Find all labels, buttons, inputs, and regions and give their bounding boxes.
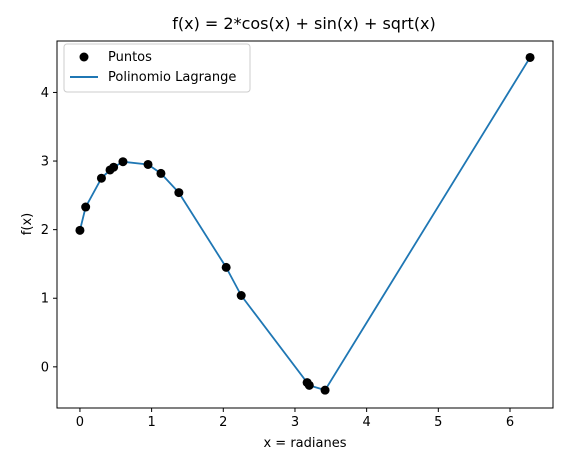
x-tick-label: 6: [506, 415, 514, 430]
data-point: [304, 380, 314, 390]
legend-marker-points: [79, 52, 89, 62]
data-point: [96, 173, 106, 183]
data-point: [525, 52, 535, 62]
data-point: [75, 225, 85, 235]
legend-label-line: Polinomio Lagrange: [108, 70, 236, 85]
y-tick-label: 2: [41, 223, 49, 238]
y-tick-label: 1: [41, 292, 49, 307]
data-point: [320, 385, 330, 395]
x-axis-label: x = radianes: [263, 436, 346, 451]
y-tick-label: 3: [41, 155, 49, 170]
data-point: [118, 157, 128, 167]
data-point: [109, 162, 119, 172]
x-tick-label: 5: [434, 415, 442, 430]
y-tick-label: 0: [41, 360, 49, 375]
y-axis-label: f(x): [20, 213, 35, 235]
x-tick-label: 0: [76, 415, 84, 430]
chart-title: f(x) = 2*cos(x) + sin(x) + sqrt(x): [172, 14, 436, 33]
y-axis-ticks: 0 1 2 3 4: [41, 86, 57, 375]
x-tick-label: 1: [147, 415, 155, 430]
data-point: [81, 202, 91, 212]
legend-box: [63, 43, 251, 93]
data-point: [174, 188, 184, 198]
x-tick-label: 4: [363, 415, 371, 430]
plot-frame: [56, 40, 554, 409]
legend: Puntos Polinomio Lagrange: [63, 43, 251, 93]
x-axis-ticks: 0 1 2 3 4 5 6: [76, 408, 514, 430]
data-point: [156, 168, 166, 178]
legend-label-points: Puntos: [108, 50, 152, 65]
y-tick-label: 4: [41, 86, 49, 101]
data-point: [236, 290, 246, 300]
data-point: [143, 159, 153, 169]
series-layer: [75, 52, 535, 395]
x-tick-label: 2: [219, 415, 227, 430]
data-point: [221, 262, 231, 272]
x-tick-label: 3: [291, 415, 299, 430]
